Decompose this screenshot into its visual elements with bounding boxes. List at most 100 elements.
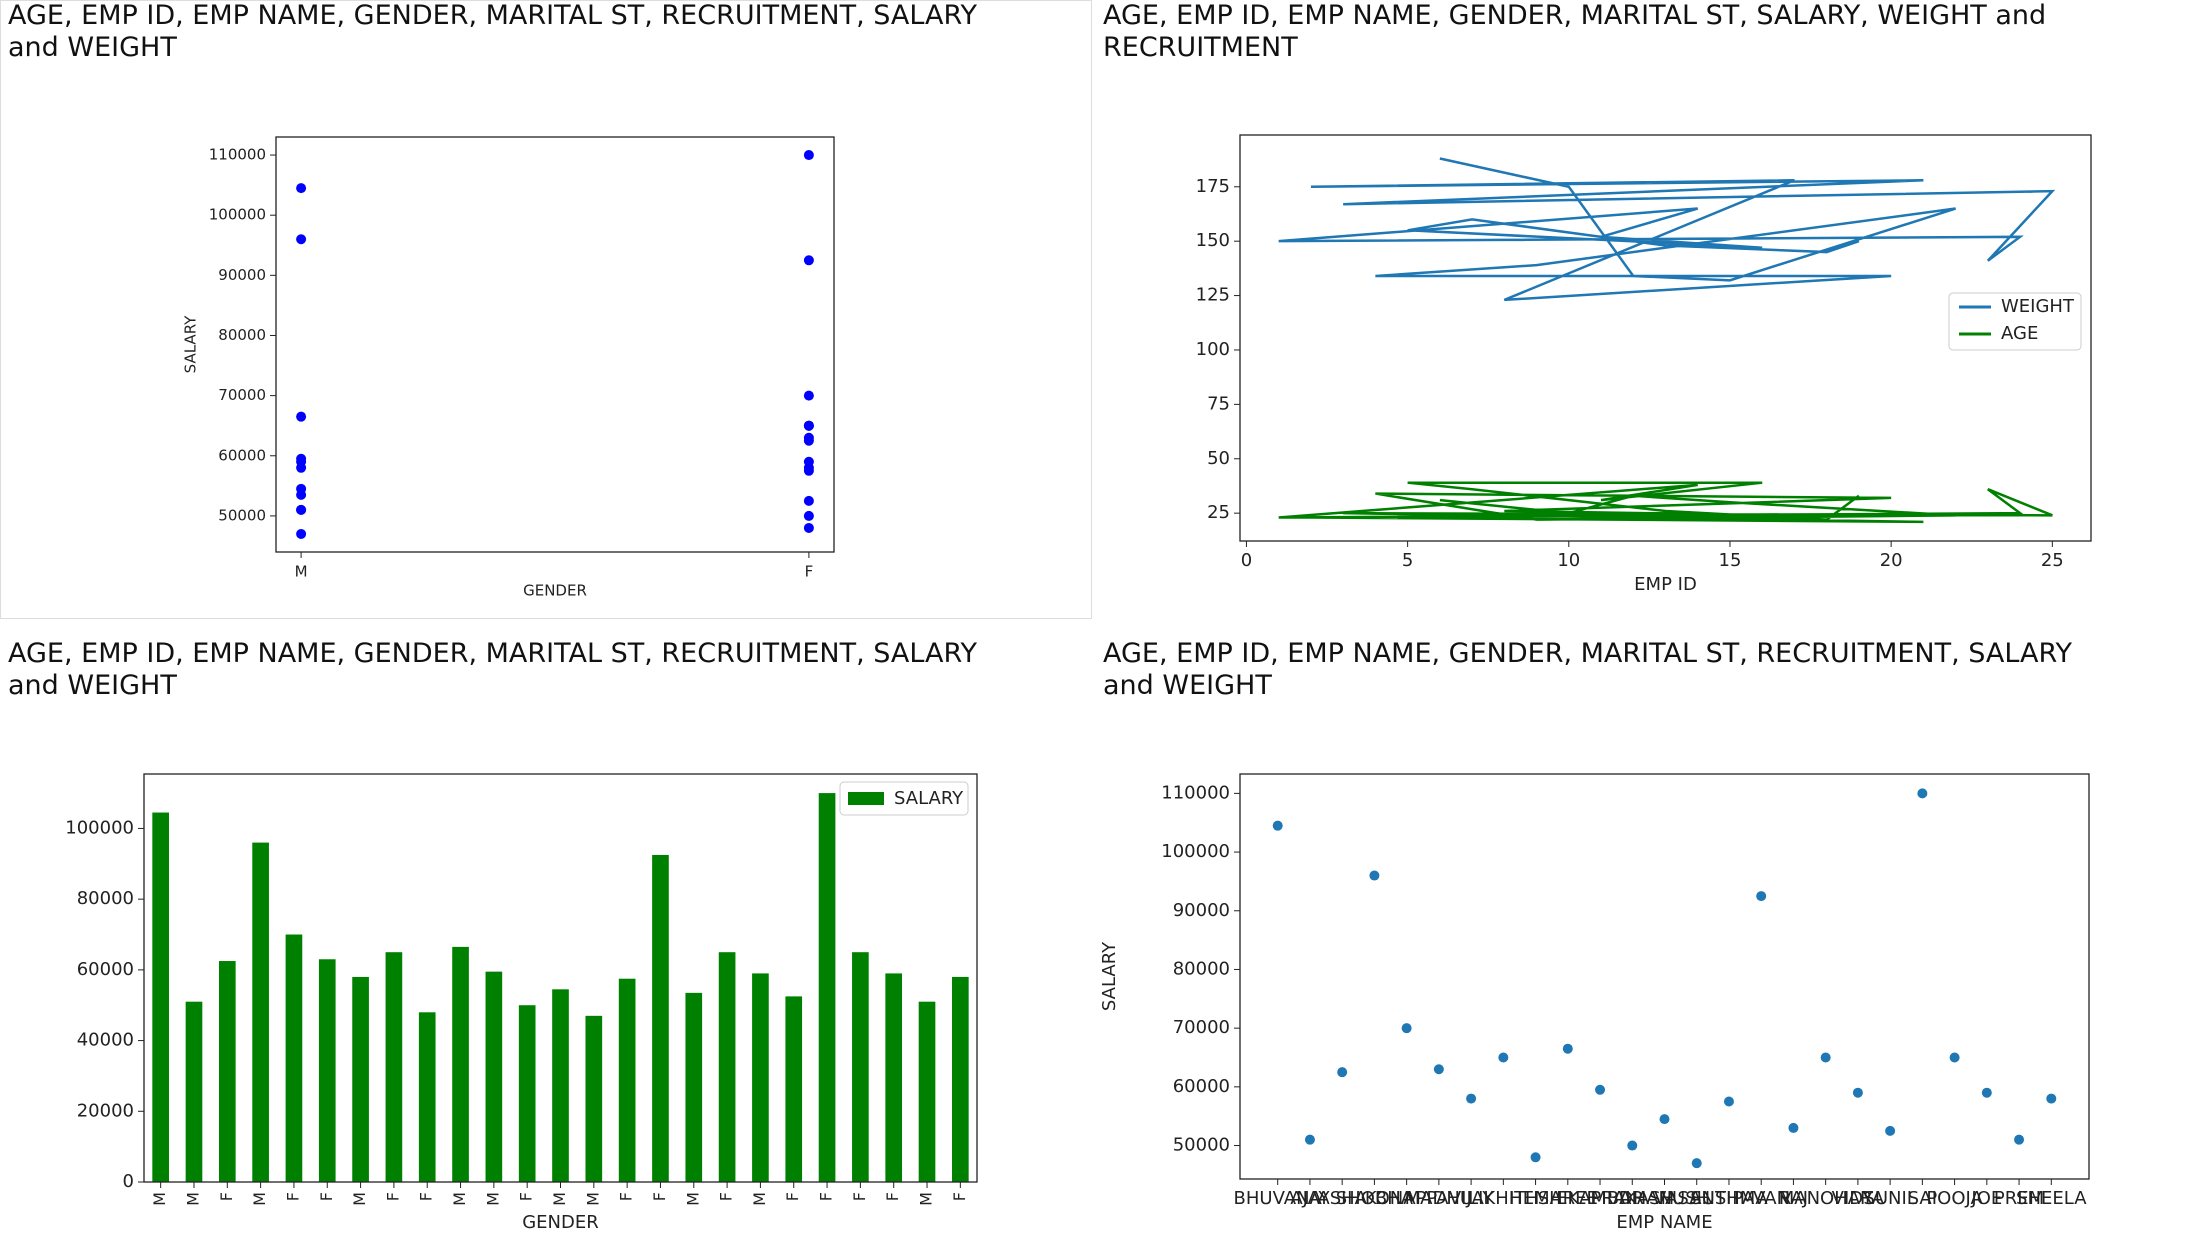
y-tick-label: 60000 xyxy=(77,959,134,980)
bar xyxy=(585,1015,603,1182)
y-tick-label: 90000 xyxy=(218,266,266,284)
x-tick-label: M xyxy=(583,1192,602,1206)
chart-title: AGE, EMP ID, EMP NAME, GENDER, MARITAL S… xyxy=(8,0,978,63)
bar xyxy=(618,978,636,1182)
x-tick-label: 25 xyxy=(2041,550,2064,571)
bar xyxy=(418,1012,436,1182)
y-tick-label: 60000 xyxy=(1173,1076,1230,1097)
x-tick-label: F xyxy=(850,1192,869,1201)
y-tick-label: 50000 xyxy=(218,506,266,524)
bar xyxy=(185,1001,203,1182)
point xyxy=(1885,1125,1896,1136)
y-axis-label: SALARY xyxy=(1099,941,1120,1011)
y-tick-label: 20000 xyxy=(77,1100,134,1121)
x-tick-label: LIKHITH xyxy=(1468,1188,1539,1209)
bar xyxy=(752,973,769,1182)
x-tick-label: SAI xyxy=(1908,1188,1937,1209)
point xyxy=(1272,820,1283,831)
point xyxy=(1595,1084,1606,1095)
y-tick-label: 175 xyxy=(1196,176,1230,197)
bar xyxy=(452,946,469,1182)
point xyxy=(1659,1114,1670,1125)
bar xyxy=(152,812,169,1182)
x-axis-label: EMP ID xyxy=(1634,574,1697,595)
x-axis-label: GENDER xyxy=(523,582,587,600)
bar xyxy=(652,854,669,1182)
bar xyxy=(252,842,269,1182)
point xyxy=(296,234,307,245)
x-tick-label: JOE xyxy=(1970,1188,2002,1209)
point xyxy=(1788,1122,1799,1133)
x-tick-label: MADHU xyxy=(1405,1188,1473,1209)
line xyxy=(1278,481,2053,524)
x-tick-label: ASHA xyxy=(1317,1188,1367,1209)
x-tick-label: F xyxy=(283,1192,302,1201)
x-tick-label: M xyxy=(917,1192,936,1206)
y-tick-label: 70000 xyxy=(1173,1017,1230,1038)
point xyxy=(1433,1064,1444,1075)
legend-box xyxy=(839,781,969,816)
point xyxy=(1562,1043,1573,1054)
legend-swatch xyxy=(848,792,884,805)
point xyxy=(803,420,814,431)
point xyxy=(1627,1140,1638,1151)
y-tick-label: 75 xyxy=(1207,393,1230,414)
x-tick-label: F xyxy=(650,1192,669,1201)
y-tick-label: 50000 xyxy=(1173,1135,1230,1156)
x-tick-label: F xyxy=(805,563,814,581)
point xyxy=(803,432,814,443)
x-tick-label: VIDYA xyxy=(1832,1188,1885,1209)
point xyxy=(1498,1052,1509,1063)
point xyxy=(1691,1158,1702,1169)
x-tick-label: M xyxy=(250,1192,269,1206)
y-tick-label: 100000 xyxy=(65,817,134,838)
x-tick-label: SUNIL xyxy=(1863,1188,1916,1209)
bar xyxy=(918,1001,936,1182)
bar xyxy=(218,961,236,1182)
y-tick-label: 60000 xyxy=(218,446,266,464)
x-tick-label: SHEELA xyxy=(2016,1188,2087,1209)
line xyxy=(1278,157,2056,302)
bar xyxy=(285,934,303,1182)
panel-border xyxy=(0,0,1092,619)
bar xyxy=(785,996,803,1182)
x-tick-label: F xyxy=(950,1192,969,1201)
bar xyxy=(552,989,569,1182)
point xyxy=(803,390,814,401)
x-tick-label: EKAMBAR xyxy=(1556,1188,1644,1209)
x-tick-label: M xyxy=(483,1192,502,1206)
y-tick-label: 80000 xyxy=(1173,958,1230,979)
x-tick-label: 10 xyxy=(1557,550,1580,571)
y-tick-label: 25 xyxy=(1207,502,1230,523)
point xyxy=(1304,1134,1315,1145)
x-axis-label: EMP NAME xyxy=(1616,1212,1712,1233)
bar xyxy=(852,952,869,1182)
x-tick-label: F xyxy=(783,1192,802,1201)
point xyxy=(1466,1093,1477,1104)
x-tick-label: KONAPPA xyxy=(1365,1188,1449,1209)
x-axis-label: GENDER xyxy=(522,1212,599,1233)
point xyxy=(1820,1052,1831,1063)
y-tick-label: 50 xyxy=(1207,448,1230,469)
x-tick-label: F xyxy=(217,1192,236,1201)
x-tick-label: 5 xyxy=(1402,550,1413,571)
point xyxy=(296,456,307,467)
legend-label: AGE xyxy=(2001,323,2038,344)
x-tick-label: F xyxy=(517,1192,536,1201)
x-tick-label: F xyxy=(317,1192,336,1201)
y-tick-label: 40000 xyxy=(77,1030,134,1051)
y-tick-label: 100000 xyxy=(1161,841,1230,862)
y-tick-label: 100 xyxy=(1196,339,1230,360)
point xyxy=(803,150,814,161)
point xyxy=(296,411,307,422)
point xyxy=(1401,1023,1412,1034)
x-tick-label: AJAY xyxy=(1290,1188,1330,1209)
point xyxy=(1723,1096,1734,1107)
x-tick-label: HEMA xyxy=(1509,1188,1562,1209)
y-tick-label: 150 xyxy=(1196,230,1230,251)
point xyxy=(1530,1152,1541,1163)
point xyxy=(803,462,814,473)
x-tick-label: 15 xyxy=(1719,550,1742,571)
